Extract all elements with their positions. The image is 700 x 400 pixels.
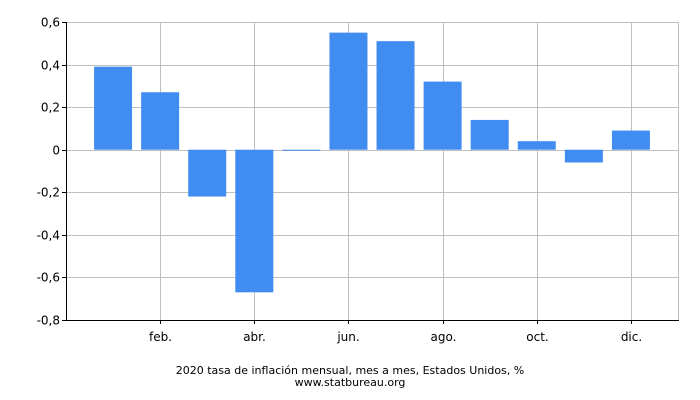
bar-jul [376, 41, 415, 150]
y-tick-label: 0,2 [41, 101, 60, 115]
y-tick-label: -0,4 [37, 229, 60, 243]
y-tick-label: -0,6 [37, 271, 60, 285]
grid-lines [66, 22, 679, 321]
bar-ene [94, 66, 133, 150]
bar-may [282, 149, 321, 151]
x-tick-label: dic. [621, 330, 642, 344]
bar-nov [564, 149, 603, 163]
y-tick-label: 0,6 [41, 16, 60, 30]
bar-dic [611, 130, 650, 150]
tick-labels: 0,6 0,4 0,2 0 -0,2 -0,4 -0,6 -0,8 feb. abr. jun. ag… [37, 16, 643, 345]
chart-title: 2020 tasa de inflación mensual, mes a me… [175, 364, 525, 377]
chart-source: www.statbureau.org [294, 376, 406, 389]
bar-mar [188, 149, 227, 197]
x-tick-label: oct. [526, 330, 548, 344]
y-tick-label: 0,4 [41, 59, 60, 73]
bars [94, 32, 650, 293]
bar-oct [517, 141, 556, 150]
bar-feb [141, 92, 180, 150]
axes [62, 22, 679, 324]
x-tick-label: ago. [431, 330, 457, 344]
bar-ago [423, 81, 462, 150]
x-tick-label: feb. [149, 330, 172, 344]
x-tick-label: jun. [336, 330, 359, 344]
bar-jun [329, 32, 368, 150]
bar-sep [470, 119, 509, 150]
bar-abr [235, 149, 274, 293]
x-tick-label: abr. [243, 330, 266, 344]
y-tick-label: -0,2 [37, 186, 60, 200]
y-tick-label: 0 [52, 144, 60, 158]
y-tick-label: -0,8 [37, 314, 60, 328]
